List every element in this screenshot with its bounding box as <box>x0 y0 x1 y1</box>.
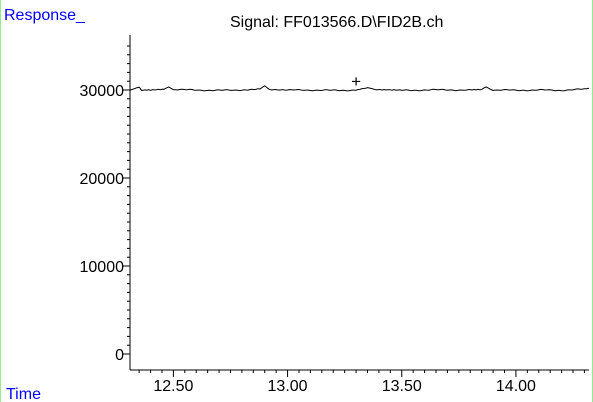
series-group <box>129 85 590 92</box>
y-tick-label: 20000 <box>80 171 125 188</box>
left-frame-border <box>0 0 1 402</box>
signal-trace <box>129 85 590 92</box>
x-axis: 12.50 13.00 13.50 14.00 <box>130 369 589 395</box>
x-tick-label: 13.50 <box>382 378 422 395</box>
y-tick-label: 10000 <box>80 259 125 276</box>
x-axis-label: Time <box>6 386 41 402</box>
marker-group: + <box>351 72 361 91</box>
plus-marker: + <box>351 72 361 91</box>
x-tick-label: 12.50 <box>153 378 193 395</box>
y-axis-label: Response_ <box>4 7 86 24</box>
y-tick-label: 0 <box>115 347 124 364</box>
y-tick-label: 30000 <box>80 83 125 100</box>
y-axis: 0 10000 20000 30000 <box>80 35 131 370</box>
chart-title: Signal: FF013566.D\FID2B.ch <box>230 14 443 31</box>
x-tick-label: 13.00 <box>268 378 308 395</box>
x-tick-label: 14.00 <box>496 378 536 395</box>
